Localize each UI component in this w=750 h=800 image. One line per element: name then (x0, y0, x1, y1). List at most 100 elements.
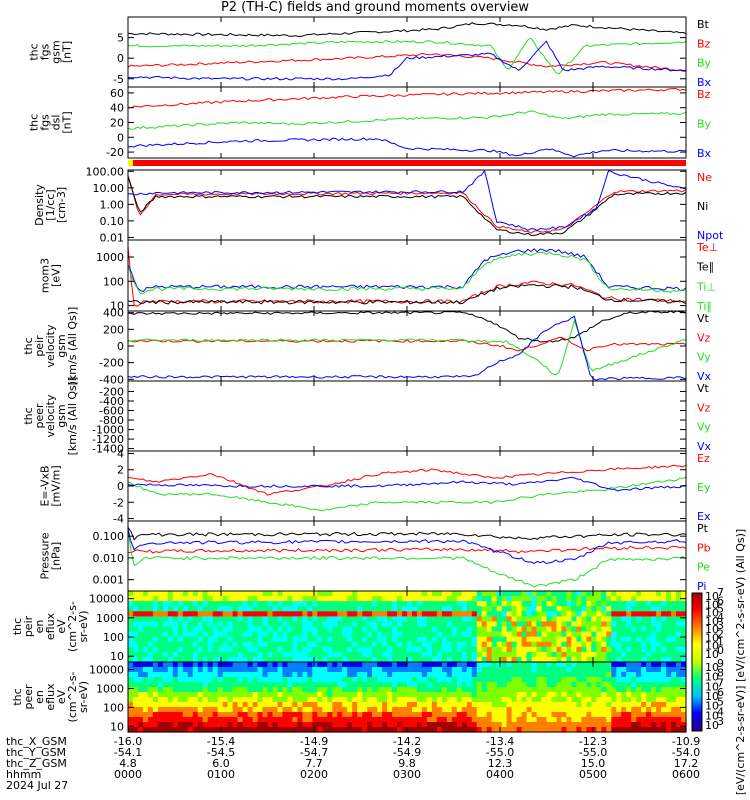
spectrogram-cell (656, 667, 662, 673)
spectrogram-cell (382, 702, 388, 708)
spectrogram-cell (446, 591, 453, 597)
spectrogram-cell (586, 712, 592, 718)
spectrogram-cell (182, 717, 189, 723)
spectrogram-cell (471, 697, 478, 703)
spectrogram-cell (342, 601, 348, 607)
spectrogram-cell (636, 727, 642, 733)
spectrogram-cell (591, 692, 597, 698)
spectrogram-cell (581, 727, 587, 733)
spectrogram-cell (277, 712, 284, 718)
spectrogram-cell (466, 697, 473, 703)
spectrogram-cell (387, 591, 393, 597)
spectrogram-cell (606, 667, 612, 673)
spectrogram-cell (402, 722, 408, 728)
spectrogram-cell (347, 702, 353, 708)
spectrogram-cell (172, 687, 179, 693)
spectrogram-cell (192, 616, 199, 623)
spectrogram-cell (352, 646, 358, 653)
spectrogram-cell (192, 662, 199, 668)
legend-label: Pt (697, 522, 709, 535)
spectrogram-cell (671, 677, 677, 683)
spectrogram-cell (367, 677, 373, 683)
spectrogram-cell (372, 636, 378, 643)
spectrogram-cell (128, 636, 134, 643)
spectrogram-cell (202, 651, 209, 658)
spectrogram-cell (212, 682, 219, 688)
spectrogram-cell (681, 672, 687, 678)
spectrogram-cell (197, 682, 204, 688)
spectrogram-cell (536, 702, 543, 708)
spectrogram-cell (162, 641, 169, 648)
spectrogram-cell (277, 687, 284, 693)
spectrogram-cell (167, 636, 174, 643)
spectrogram-cell (446, 662, 453, 668)
spectrogram-cell (501, 697, 508, 703)
legend-label: Vz (697, 401, 711, 414)
spectrogram-cell (262, 631, 269, 638)
spectrogram-cell (526, 692, 533, 698)
spectrogram-cell (476, 621, 483, 628)
spectrogram-cell (138, 646, 144, 653)
spectrogram-cell (212, 591, 219, 597)
spectrogram-cell (167, 682, 174, 688)
spectrogram-cell (197, 727, 204, 733)
spectrogram-cell (521, 596, 528, 602)
spectrogram-cell (162, 621, 169, 628)
spectrogram-cell (242, 662, 249, 668)
y-axis-label: [nT] (61, 111, 74, 133)
spectrogram-cell (357, 651, 363, 658)
spectrogram-cell (372, 651, 378, 658)
spectrogram-cell (601, 636, 607, 643)
spectrogram-cell (446, 631, 453, 638)
spectrogram-cell (332, 677, 338, 683)
spectrogram-cell (337, 717, 343, 723)
spectrogram-cell (202, 656, 209, 663)
spectrogram-cell (666, 707, 672, 713)
spectrogram-cell (152, 591, 159, 597)
spectrogram-cell (242, 692, 249, 698)
spectrogram-cell (666, 697, 672, 703)
spectrogram-cell (601, 616, 607, 623)
spectrogram-cell (267, 641, 274, 648)
spectrogram-cell (297, 727, 303, 733)
spectrogram-cell (312, 717, 318, 723)
spectrogram-cell (342, 672, 348, 678)
spectrogram-cell (451, 697, 458, 703)
spectrogram-cell (232, 702, 239, 708)
spectrogram-cell (197, 712, 204, 718)
spectrogram-cell (536, 672, 543, 678)
spectrogram-cell (546, 596, 553, 602)
spectrogram-cell (591, 626, 597, 633)
spectrogram-cell (252, 692, 259, 698)
ephemeris-value: 0600 (672, 768, 700, 781)
spectrogram-cell (138, 672, 144, 678)
legend-label: Vx (697, 370, 712, 383)
spectrogram-cell (531, 672, 538, 678)
spectrogram-cell (431, 596, 438, 602)
spectrogram-cell (397, 697, 403, 703)
spectrogram-cell (546, 662, 553, 668)
spectrogram-cell (327, 611, 333, 617)
spectrogram-cell (172, 636, 179, 643)
spectrogram-cell (197, 692, 204, 698)
spectrogram-cell (342, 712, 348, 718)
spectrogram-cell (421, 641, 428, 648)
spectrogram-cell (372, 621, 378, 628)
spectrogram-cell (471, 631, 478, 638)
spectrogram-cell (456, 682, 463, 688)
spectrogram-cell (636, 591, 642, 597)
spectrogram-cell (581, 651, 587, 658)
ephemeris-value: -10.9 (672, 735, 700, 748)
spectrogram-cell (327, 712, 333, 718)
spectrogram-cell (501, 656, 508, 663)
spectrogram-cell (581, 606, 587, 612)
spectrogram-cell (382, 616, 388, 623)
spectrogram-cell (297, 611, 303, 617)
spectrogram-cell (616, 631, 622, 638)
spectrogram-cell (227, 717, 234, 723)
spectrogram-cell (247, 687, 254, 693)
spectrogram-cell (337, 656, 343, 663)
spectrogram-cell (162, 667, 169, 673)
spectrogram-cell (621, 601, 627, 607)
spectrogram-cell (352, 722, 358, 728)
